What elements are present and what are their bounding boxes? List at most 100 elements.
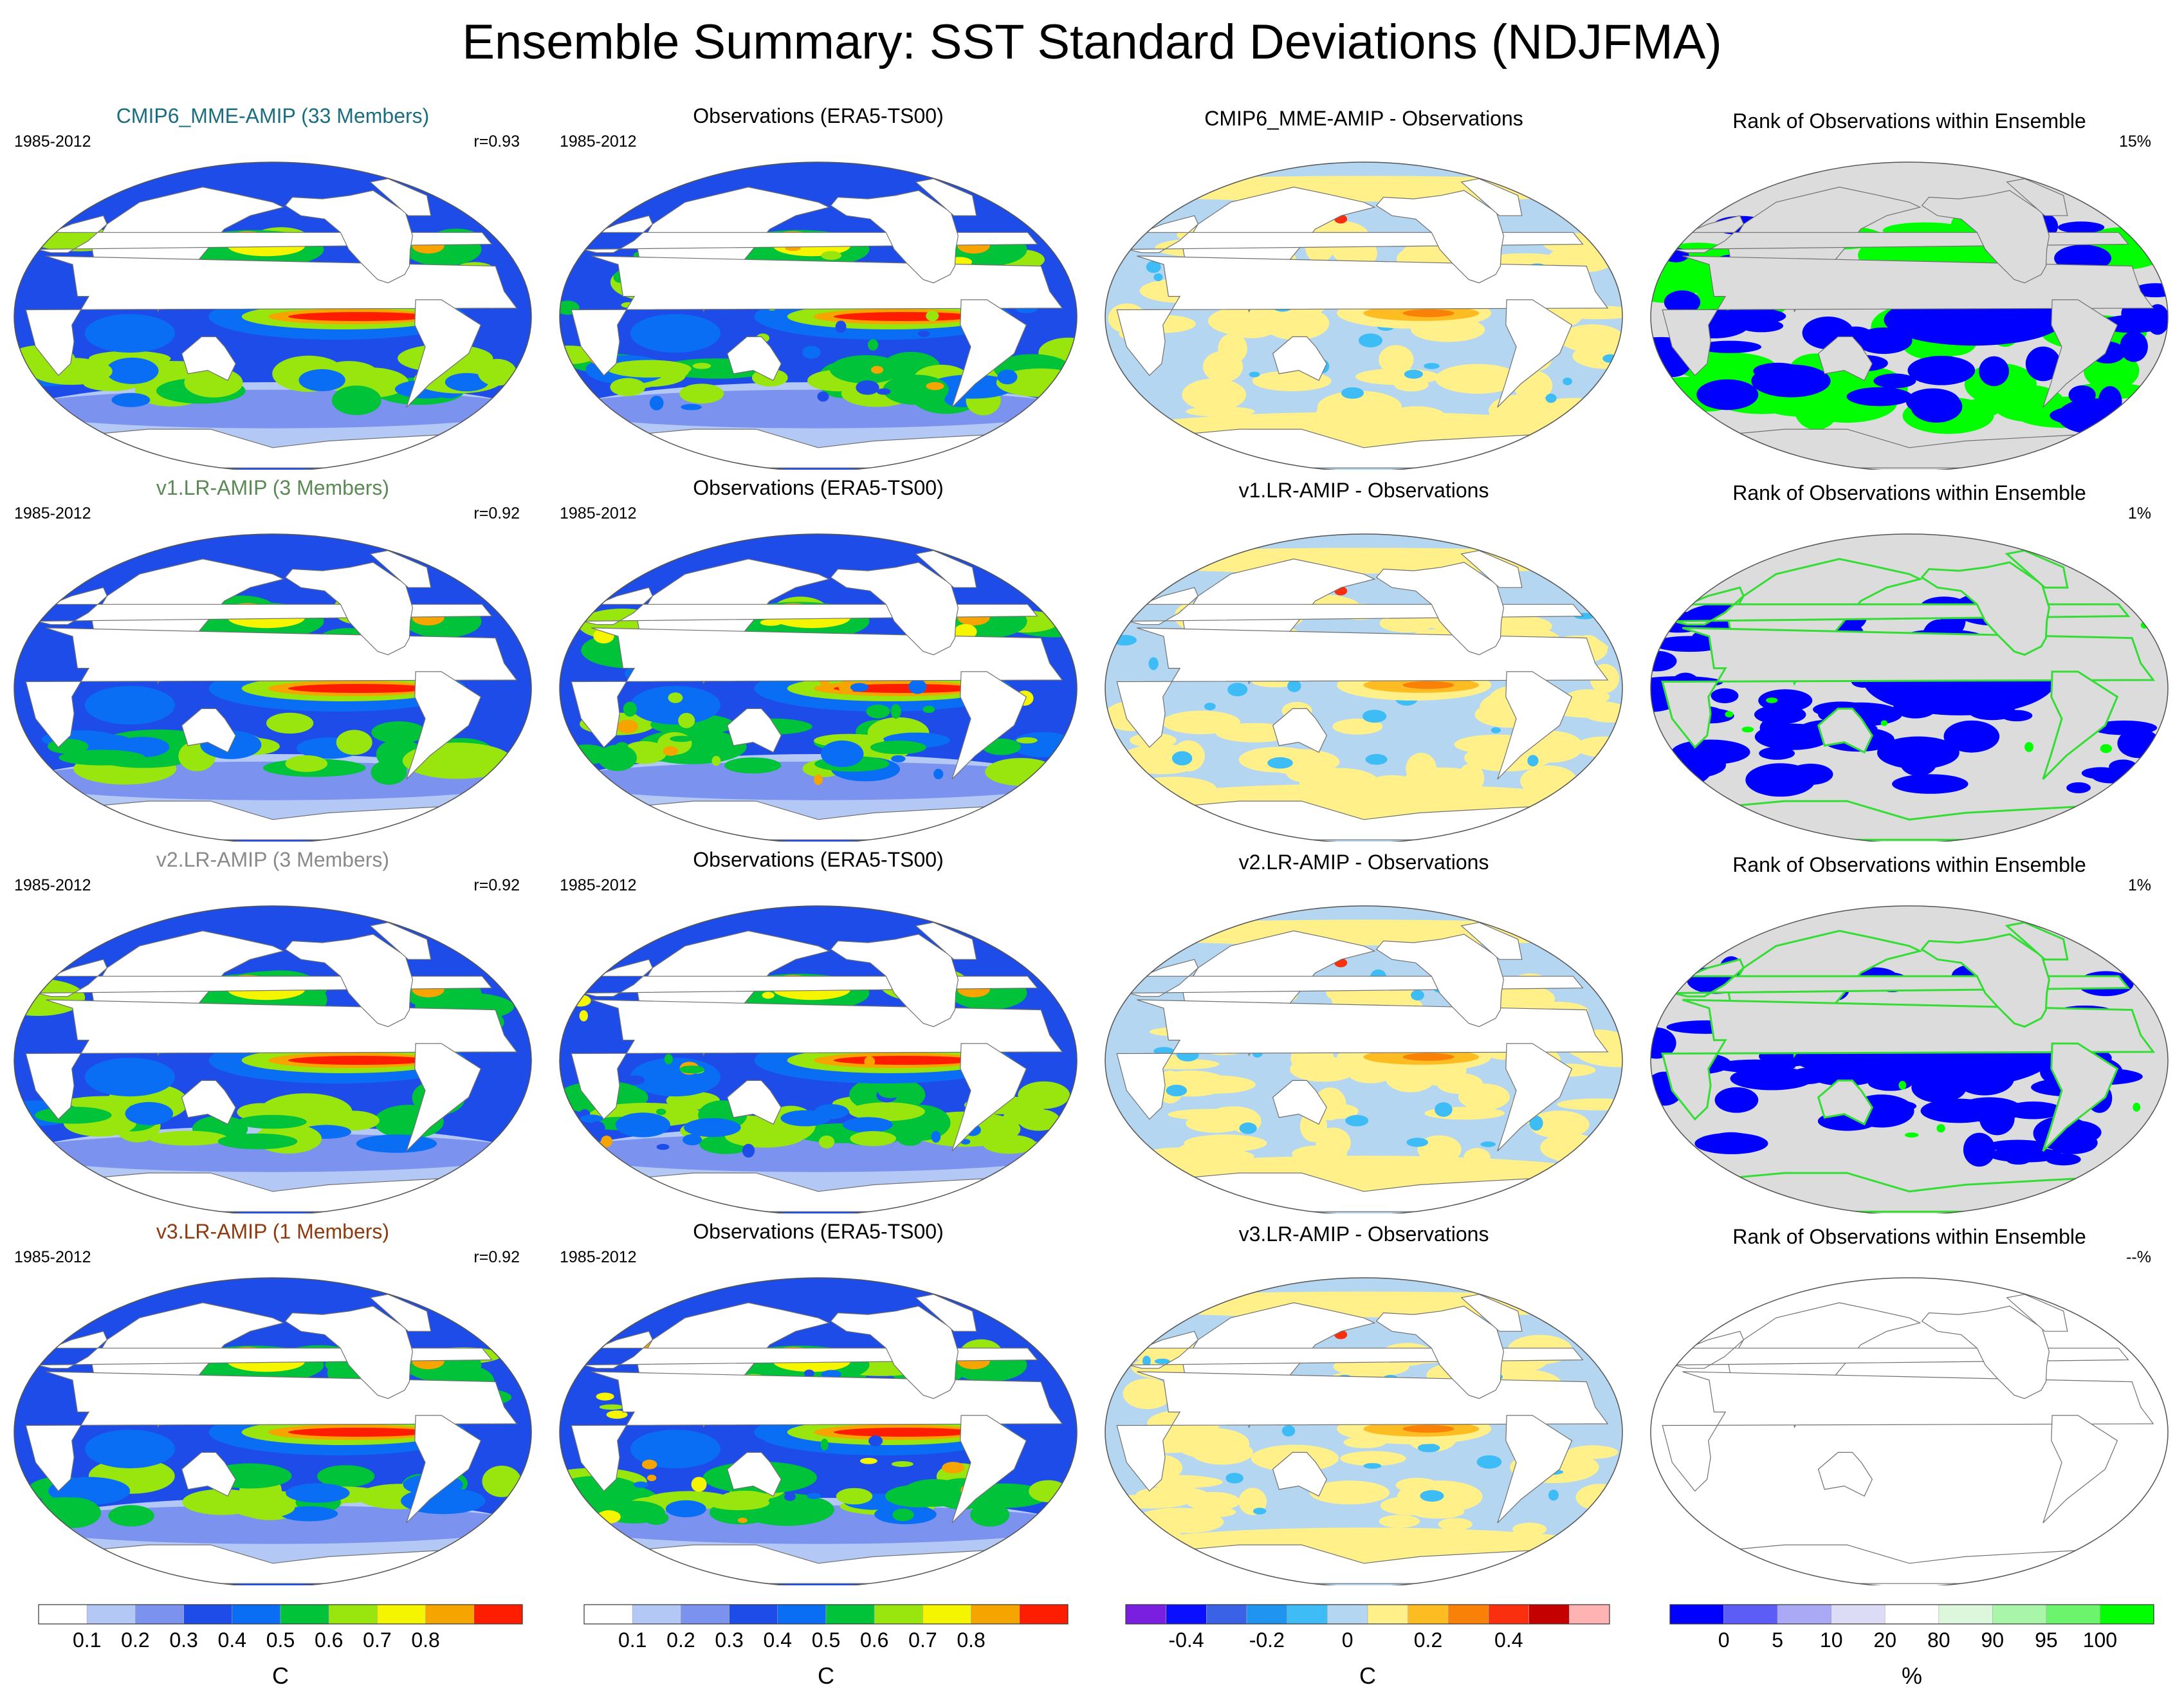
southern-variability (1003, 1108, 1048, 1125)
obs-noise (692, 362, 711, 369)
diff-colorbar: -0.4 -0.2 0 0.2 0.4 C (1123, 1602, 1612, 1705)
land-north-america (1921, 1305, 2050, 1399)
obs-noise (663, 746, 679, 756)
obs-noise (681, 403, 702, 410)
colorbar-swatch (1723, 1604, 1778, 1625)
southern-variability (883, 374, 949, 405)
enso-sd-peak (834, 684, 975, 693)
obs-noise (1016, 737, 1038, 744)
positive-diff-patch (1379, 345, 1414, 374)
colorbar-swatch (1447, 1604, 1489, 1625)
obs-noise (818, 1135, 835, 1148)
period-label: 1985-2012 (560, 1248, 637, 1266)
positive-diff-patch (1561, 324, 1622, 353)
positive-diff-patch (1557, 1098, 1622, 1111)
low-rank-patch (1759, 746, 1795, 760)
southern-variability (780, 1110, 830, 1127)
colorbar-tick-label: 0.8 (411, 1628, 439, 1652)
positive-diff-patch (1182, 378, 1247, 411)
negative-diff-patch (1417, 1443, 1440, 1453)
obs-panel-row-3: Observations (ERA5-TS00) 1985-2012 (546, 842, 1091, 1213)
negative-diff-patch (1153, 273, 1163, 282)
southern-variability (30, 358, 113, 385)
land-greenland (369, 178, 432, 216)
negative-diff-patch (1363, 1462, 1382, 1469)
land-antarctica (639, 1544, 998, 1584)
southern-variability (285, 755, 328, 772)
obs-noise (737, 1517, 748, 1524)
model-panel-row-3: v2.LR-AMIP (3 Members) 1985-2012 r=0.92 (0, 842, 546, 1213)
negative-diff-patch (1602, 354, 1618, 363)
low-rank-patch (1730, 1067, 1813, 1091)
land-south-america (1497, 671, 1573, 780)
low-rank-patch (2057, 221, 2105, 234)
low-rank-patch (1892, 774, 1968, 794)
negative-diff-patch (1239, 1122, 1257, 1134)
low-rank-patch (1963, 1132, 1996, 1167)
southern-variability (125, 1101, 174, 1125)
map-frame (559, 161, 1078, 470)
arctic-positive-band (1105, 176, 1622, 202)
colorbar-tick-label: 0.6 (860, 1628, 888, 1652)
colorbar-swatch (1938, 1604, 1993, 1625)
correlation-label: r=0.92 (473, 1248, 520, 1266)
colorbar-swatch (825, 1604, 875, 1625)
midlat-variability (560, 346, 597, 365)
obs-noise (711, 755, 721, 766)
land-south-america (1497, 299, 1573, 408)
model-panel-row-4: v3.LR-AMIP (1 Members) 1985-2012 r=0.92 (0, 1213, 546, 1585)
midlat-variability (266, 712, 314, 734)
indian-ocean-sd (630, 686, 720, 725)
southern-variability (836, 1488, 873, 1505)
diff-panel-row-1: CMIP6_MME-AMIP - Observations (1091, 98, 1637, 470)
model-panel-title: v1.LR-AMIP (3 Members) (156, 476, 390, 499)
colorbar-tick-label: 0.8 (957, 1628, 985, 1652)
low-rank-patch (1714, 1087, 1759, 1113)
map-frame (559, 1277, 1078, 1585)
negative-diff-patch (1529, 1115, 1543, 1131)
southern-variability (336, 730, 372, 755)
southern-variability (970, 1502, 1010, 1527)
land-north-america (830, 1305, 959, 1399)
rank-panel-row-2: Rank of Observations within Ensemble 1% (1637, 470, 2182, 842)
colorbar-tick-label: 20 (1873, 1628, 1896, 1652)
rank-panel-title: Rank of Observations within Ensemble (1732, 481, 2086, 504)
obs-noise (679, 1065, 704, 1074)
high-rank-spot (1898, 1080, 1907, 1090)
colorbar-tick-label: 0 (1342, 1628, 1354, 1652)
figure-title: Ensemble Summary: SST Standard Deviation… (462, 15, 1722, 69)
land-australia (726, 1080, 782, 1125)
obs-noise (606, 1410, 628, 1419)
obs-noise (821, 711, 832, 718)
land-antarctica (1184, 1544, 1543, 1584)
obs-noise (908, 679, 927, 694)
obs-noise (656, 1109, 666, 1115)
obs-noise (647, 1475, 657, 1482)
colorbar-tick-label: 0.3 (715, 1628, 743, 1652)
indian-ocean-sd (630, 314, 720, 353)
colorbar-swatch (86, 1604, 136, 1625)
negative-diff-patch (1404, 369, 1424, 379)
southern-variability (232, 1496, 295, 1518)
positive-diff-patch (1575, 1484, 1622, 1511)
obs-noise (856, 380, 879, 395)
correlation-label: r=0.92 (473, 876, 520, 894)
colorbar-swatch (377, 1604, 426, 1625)
low-rank-patch (1753, 362, 1803, 380)
obs-noise (942, 1462, 965, 1474)
southern-variability (598, 744, 637, 771)
negative-diff-patch (1171, 751, 1193, 766)
equatorial-positive-peak (1402, 681, 1454, 689)
negative-diff-patch (1411, 990, 1424, 1000)
rank-percent-label: --% (2126, 1248, 2151, 1266)
negative-diff-patch (1287, 679, 1301, 692)
colorbar-swatch (328, 1604, 378, 1625)
positive-diff-patch (1289, 1056, 1358, 1082)
period-label: 1985-2012 (14, 504, 91, 522)
colorbar-tick-label: 80 (1927, 1628, 1950, 1652)
colorbar-tick-label: 0 (1718, 1628, 1730, 1652)
obs-noise (747, 1438, 765, 1445)
obs-map (559, 533, 1078, 842)
obs-panel-title: Observations (ERA5-TS00) (693, 848, 944, 871)
land-south-america (406, 1415, 482, 1524)
